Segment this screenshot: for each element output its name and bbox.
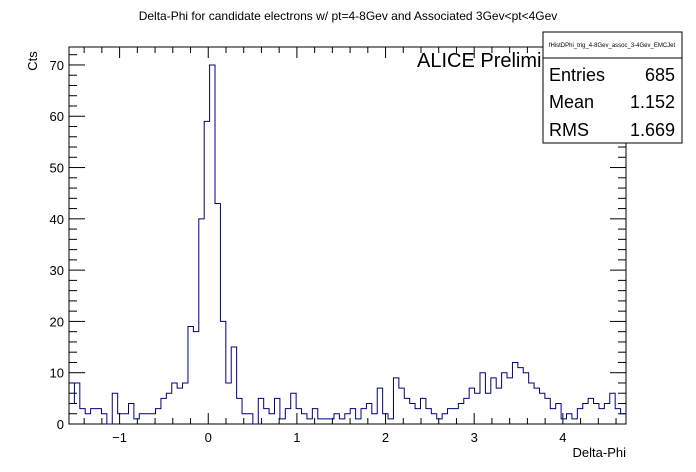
stats-box: fHistDPhi_trig_4-8Gev_assoc_3-4Gev_EMCJe… [542,31,683,144]
histogram-line [69,64,626,425]
x-tick-label: 0 [205,430,212,445]
x-tick-label: 4 [559,430,566,445]
y-tick-labels: 0 10 20 30 40 50 60 70 [50,58,64,432]
stats-box-name: fHistDPhi_trig_4-8Gev_assoc_3-4Gev_EMCJe… [549,43,676,49]
x-tick-label: −1 [112,430,127,445]
x-tick-labels: −1 0 1 2 3 4 [112,430,566,445]
y-tick-label: 70 [50,58,64,73]
stats-rms-value: 1.669 [630,120,675,140]
x-axis-label: Delta-Phi [573,445,627,460]
stats-mean-label: Mean [549,92,594,112]
x-tick-label: 3 [471,430,478,445]
y-tick-label: 0 [57,417,64,432]
stats-entries-value: 685 [645,65,675,85]
y-tick-label: 20 [50,314,64,329]
y-tick-label: 30 [50,263,64,278]
y-axis-ticks [69,54,626,425]
x-tick-label: 1 [293,430,300,445]
plot-frame [68,46,627,425]
x-tick-label: 2 [382,430,389,445]
stats-mean-value: 1.152 [630,92,675,112]
y-tick-label: 40 [50,212,64,227]
y-tick-label: 10 [50,366,64,381]
y-axis-label: Cts [25,51,40,71]
stats-rms-label: RMS [549,120,589,140]
stats-entries-label: Entries [549,65,605,85]
chart-title: Delta-Phi for candidate electrons w/ pt=… [139,9,558,23]
alice-preliminary-annotation: ALICE Preliminary [417,50,580,72]
y-tick-label: 60 [50,109,64,124]
y-tick-label: 50 [50,161,64,176]
x-axis-ticks [83,47,617,424]
